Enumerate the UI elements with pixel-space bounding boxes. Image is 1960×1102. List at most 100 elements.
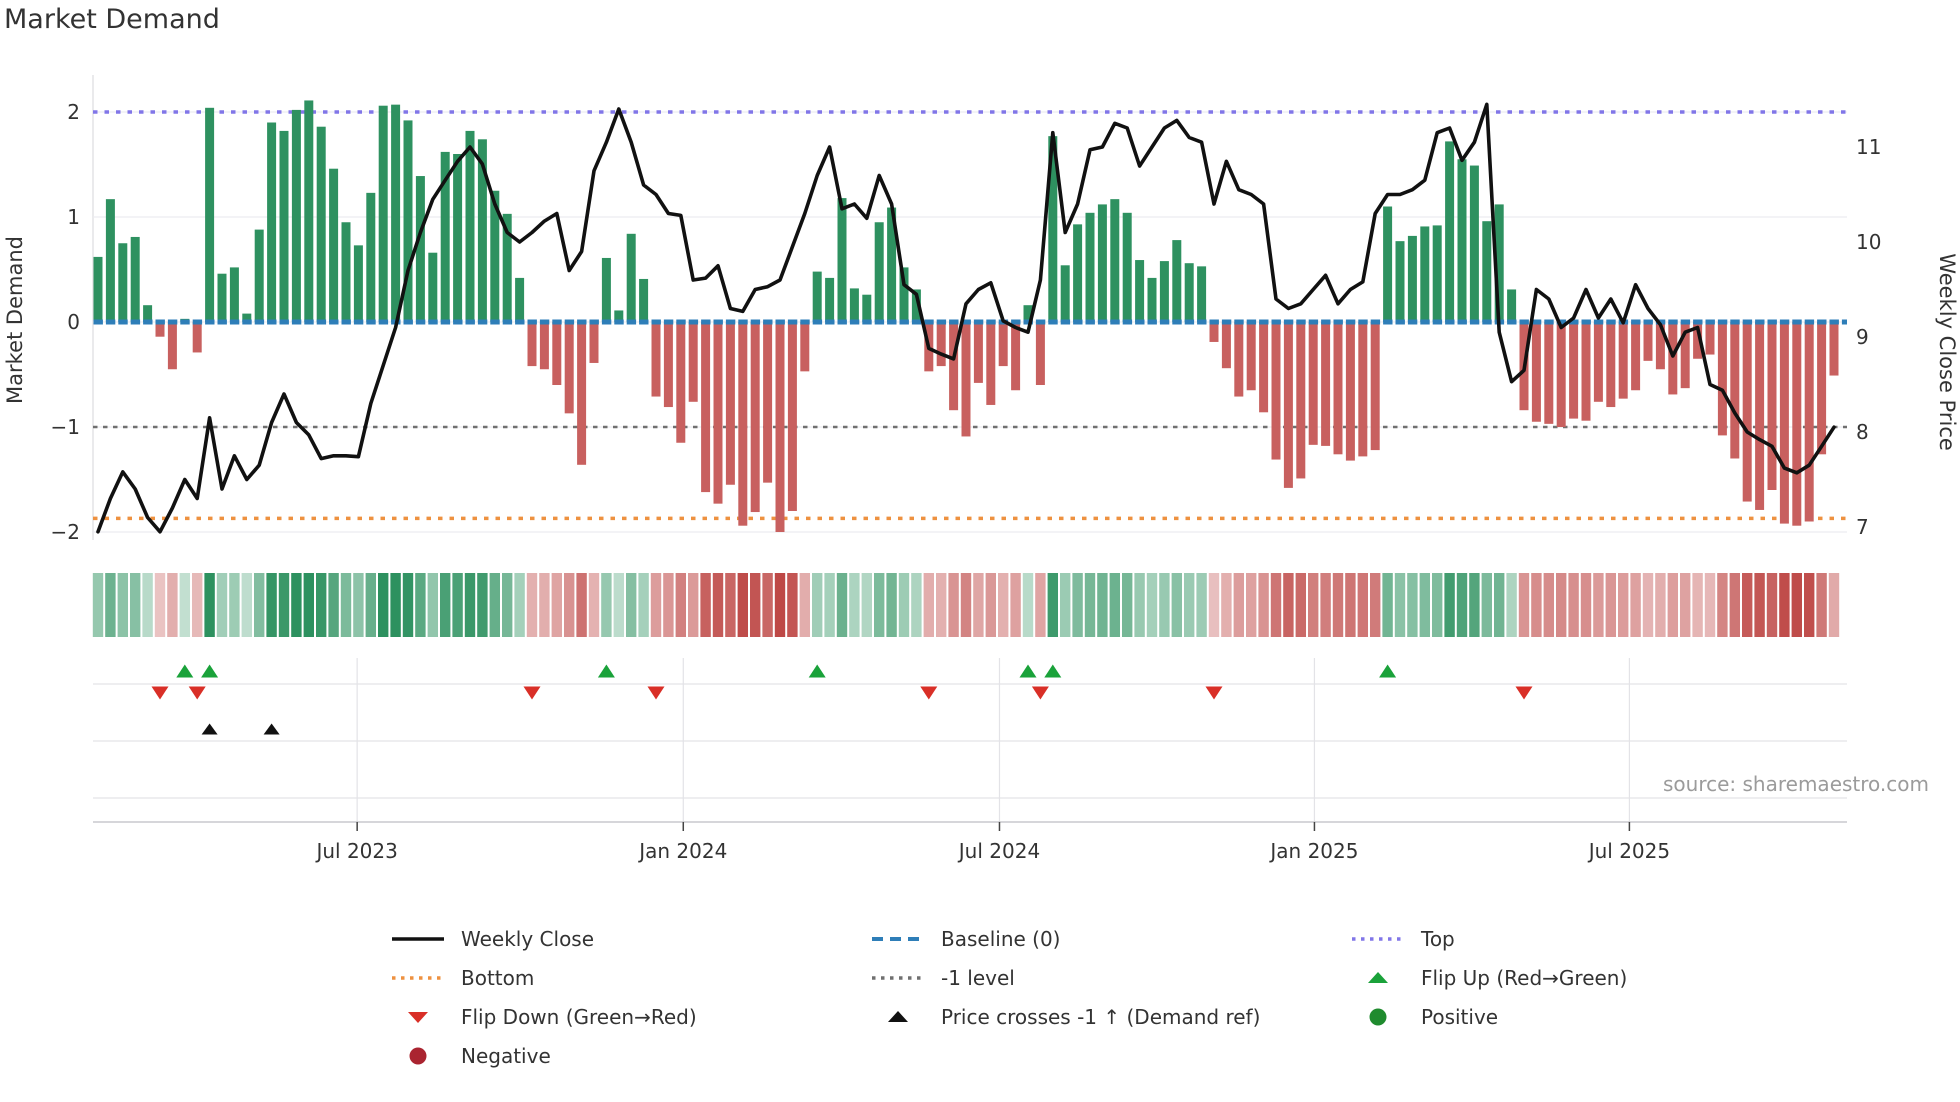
demand-bar xyxy=(1593,322,1603,402)
flip-down-marker xyxy=(1031,686,1049,700)
demand-bar xyxy=(911,289,921,322)
heatmap-cell xyxy=(1816,573,1827,637)
demand-bar xyxy=(1507,289,1517,322)
source-note: source: sharemaestro.com xyxy=(1663,772,1929,796)
demand-bar xyxy=(279,130,289,322)
heatmap-cell xyxy=(1518,573,1530,637)
heatmap-cell xyxy=(328,573,339,637)
heatmap-cell xyxy=(1568,573,1579,637)
heatmap-cell xyxy=(638,573,649,637)
demand-bar xyxy=(701,322,711,493)
demand-bar xyxy=(1817,322,1827,455)
price-cross-marker xyxy=(201,723,218,735)
demand-bar xyxy=(1370,322,1380,451)
demand-bar xyxy=(1246,322,1256,391)
demand-bar xyxy=(192,322,202,353)
heatmap-cell xyxy=(936,573,947,637)
demand-bar xyxy=(167,322,177,370)
heatmap-cell xyxy=(973,573,984,637)
heatmap-cell xyxy=(514,573,525,637)
demand-bar xyxy=(825,277,835,322)
demand-bar xyxy=(1345,322,1355,461)
heatmap-cell xyxy=(1171,573,1182,637)
heatmap-cell xyxy=(1221,573,1232,637)
heatmap-cell xyxy=(874,573,885,637)
demand-bar xyxy=(1221,322,1231,369)
heatmap-cell xyxy=(675,573,686,637)
heatmap-cell xyxy=(241,573,252,637)
heatmap-cell xyxy=(688,573,699,637)
heatmap-cell xyxy=(1246,573,1257,637)
demand-bar xyxy=(1606,322,1616,408)
heatmap-cell xyxy=(192,573,203,637)
demand-bar xyxy=(1097,204,1107,322)
heatmap-cell xyxy=(923,573,934,637)
heatmap-cell xyxy=(1593,573,1604,637)
demand-bar xyxy=(267,122,277,322)
demand-bar xyxy=(936,322,946,367)
heatmap-cell xyxy=(539,573,550,637)
demand-bar xyxy=(1742,322,1752,502)
heatmap-cell xyxy=(799,573,810,637)
y-left-tick-label: −2 xyxy=(51,520,80,544)
heatmap-cell xyxy=(861,573,872,637)
heatmap-cell xyxy=(1270,573,1282,637)
demand-bar xyxy=(837,198,847,322)
heatmap-cell xyxy=(1370,573,1381,637)
demand-bar xyxy=(899,267,909,322)
demand-bar xyxy=(1420,226,1430,322)
heatmap-cell xyxy=(477,573,488,637)
heatmap-cell xyxy=(1605,573,1616,637)
demand-bar xyxy=(1618,322,1628,399)
y-left-tick-label: −1 xyxy=(51,415,80,439)
demand-bar xyxy=(1655,322,1665,370)
demand-bar xyxy=(440,151,450,322)
heatmap-cell xyxy=(1072,573,1083,637)
heatmap-cell xyxy=(1258,573,1269,637)
demand-bar xyxy=(849,288,859,322)
demand-bar xyxy=(626,233,636,322)
heatmap-cell xyxy=(1469,573,1480,637)
demand-bar xyxy=(1569,322,1579,419)
heatmap-cell xyxy=(551,573,562,637)
demand-bar xyxy=(800,322,810,372)
heatmap-cell xyxy=(985,573,996,637)
demand-bar xyxy=(1023,305,1033,322)
heatmap-cell xyxy=(142,573,153,637)
heatmap-cell xyxy=(1295,573,1306,637)
demand-bar xyxy=(118,243,128,322)
y-right-tick-label: 10 xyxy=(1856,230,1881,254)
heatmap-cell xyxy=(787,573,798,637)
heatmap-cell xyxy=(1729,573,1740,637)
demand-bar xyxy=(738,322,748,526)
demand-bar xyxy=(564,322,574,414)
flip-up-marker xyxy=(597,664,615,678)
demand-bar xyxy=(1060,265,1070,322)
demand-bar xyxy=(378,105,388,322)
heatmap-cell xyxy=(1667,573,1678,637)
y-right-tick-label: 9 xyxy=(1856,325,1869,349)
heatmap-cell xyxy=(1084,573,1096,637)
demand-bar xyxy=(353,245,363,322)
heatmap-cell xyxy=(1382,573,1393,637)
demand-bar xyxy=(242,313,252,322)
demand-bar xyxy=(341,222,351,322)
demand-bar xyxy=(1457,159,1467,322)
heatmap-cell xyxy=(1655,573,1666,637)
heatmap-cell xyxy=(1146,573,1158,637)
demand-bar xyxy=(229,267,239,322)
demand-bar xyxy=(688,322,698,402)
demand-bar xyxy=(93,256,103,322)
demand-bar xyxy=(1544,322,1554,424)
demand-bar xyxy=(1482,221,1492,322)
demand-bar xyxy=(217,273,227,322)
heatmap-cell xyxy=(154,573,166,637)
y-left-tick-label: 2 xyxy=(67,100,80,124)
heatmap-cell xyxy=(1060,573,1071,637)
demand-bar xyxy=(787,322,797,511)
heatmap-cell xyxy=(564,573,575,637)
demand-bar xyxy=(403,120,413,323)
demand-bar xyxy=(639,278,649,322)
heatmap-cell xyxy=(1444,573,1455,637)
x-tick-label: Jan 2024 xyxy=(637,839,727,863)
